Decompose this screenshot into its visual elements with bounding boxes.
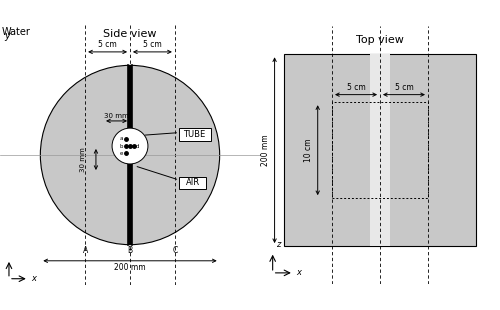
Bar [128,65,132,245]
Text: Water: Water [2,27,30,37]
Text: a: a [120,136,123,141]
Text: 200 mm: 200 mm [261,135,270,166]
Text: 30 mm: 30 mm [104,113,129,119]
Circle shape [112,128,148,164]
Text: z: z [276,240,280,249]
Text: b: b [120,144,123,148]
Text: 5 cm: 5 cm [346,83,366,92]
Text: y: y [4,31,10,41]
Circle shape [40,65,220,245]
Text: C: C [172,246,178,255]
Text: 5 cm: 5 cm [143,40,162,49]
Text: AIR: AIR [186,178,200,187]
Text: d: d [136,144,139,148]
Bar [284,54,476,246]
Text: 10 cm: 10 cm [304,139,313,162]
Text: 5 cm: 5 cm [98,40,117,49]
Text: e: e [120,151,123,156]
Text: c: c [131,144,134,148]
Text: B: B [128,246,132,255]
Bar [332,102,428,198]
Text: 200 mm: 200 mm [114,264,146,272]
Text: x: x [32,274,36,283]
Bar [180,176,206,189]
Text: TUBE: TUBE [184,130,206,139]
Text: Top view: Top view [356,35,404,45]
Bar [370,54,390,246]
Text: 5 cm: 5 cm [394,83,413,92]
Text: x: x [296,268,302,277]
Bar [180,128,210,141]
Text: 30 mm: 30 mm [80,147,86,172]
Text: Side view: Side view [104,29,157,39]
Text: A: A [82,246,88,255]
